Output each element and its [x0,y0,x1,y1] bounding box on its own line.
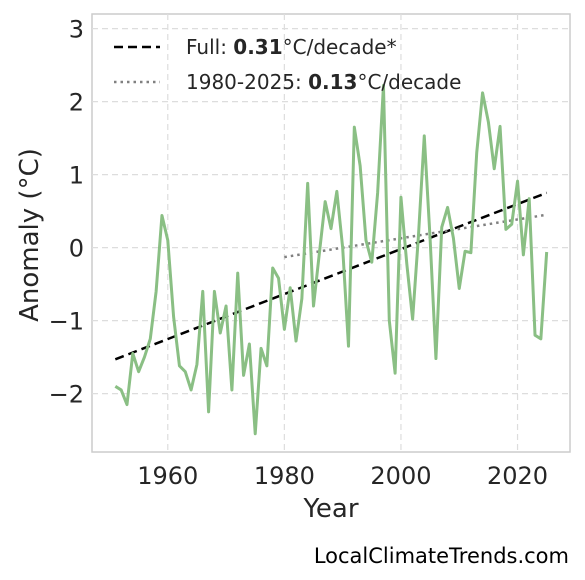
x-tick-label: 1980 [254,462,315,490]
legend-full-suffix: °C/decade* [283,35,397,59]
series-line [114,84,549,436]
tick-labels: 1960 1980 2000 2020 3 2 1 0 −1 −2 [49,16,548,490]
legend-full-prefix: Full: [186,35,233,59]
y-tick-label: 1 [69,162,84,190]
y-tick-label: 2 [69,89,84,117]
x-axis-label: Year [302,494,358,524]
source-attribution: LocalClimateTrends.com [313,544,569,568]
legend-recent-value: 0.13 [308,70,357,94]
y-tick-label: −1 [49,308,84,336]
x-tick-label: 2000 [370,462,431,490]
x-tick-label: 1960 [137,462,198,490]
legend-recent-prefix: 1980-2025: [186,70,308,94]
grid [92,14,570,452]
y-tick-label: −2 [49,381,84,409]
y-tick-label: 0 [69,235,84,263]
data-series [114,84,549,436]
plot-area [91,13,571,453]
legend-full-label: Full: 0.31°C/decade* [186,35,397,59]
legend-full-value: 0.31 [233,35,282,59]
y-tick-label: 3 [69,16,84,44]
legend-recent-label: 1980-2025: 0.13°C/decade [186,70,461,94]
x-tick-label: 2020 [487,462,548,490]
full-trend-line [114,191,548,361]
y-axis-label: Anomaly (°C) [15,148,45,322]
recent-trend-line [284,213,547,259]
legend: Full: 0.31°C/decade* 1980-2025: 0.13°C/d… [114,35,461,94]
trend-lines [114,191,548,361]
legend-recent-suffix: °C/decade [357,70,461,94]
